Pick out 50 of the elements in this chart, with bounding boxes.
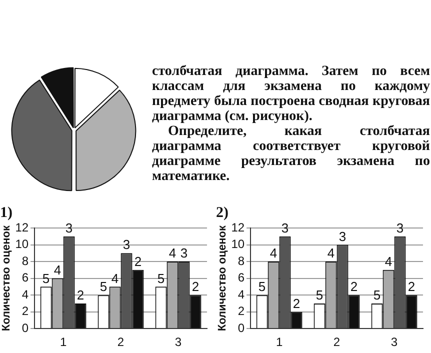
y-tick-label: 2 xyxy=(238,304,245,318)
category-label: 2 xyxy=(408,279,416,294)
y-tick-label: 10 xyxy=(15,237,29,252)
text: 4 xyxy=(111,270,119,286)
text: 4 xyxy=(327,246,335,261)
text: 5 xyxy=(316,288,324,303)
series-label: 5 xyxy=(100,279,108,294)
text: 4 xyxy=(168,246,176,261)
text: столбчатая диаграмма. Затем по всем классам для экзамена по каждому предмету была построена сводная круговая диаграмма (см. рисунок). xyxy=(152,64,430,124)
y-tick-label: 6 xyxy=(22,270,29,285)
category-label: 2 xyxy=(292,296,300,311)
series-label: 3 xyxy=(338,228,346,244)
chart-title: 2) xyxy=(216,204,228,221)
x-tick-label: 1 xyxy=(60,335,67,350)
text: 5 xyxy=(157,270,165,286)
category-label: 2 xyxy=(192,279,200,294)
y-tick-label: 12 xyxy=(231,220,245,234)
y-tick-label: 8 xyxy=(238,254,245,268)
y-tick-label: 12 xyxy=(15,220,29,234)
series-label: 4 xyxy=(54,262,62,278)
series-label: 2 xyxy=(350,279,358,294)
category-label: 3 xyxy=(281,220,289,236)
chart-title: 1) xyxy=(0,204,12,221)
text: 3 xyxy=(65,220,73,236)
text: 4 xyxy=(270,246,278,261)
y-axis-title: Количество оценок xyxy=(216,224,229,332)
text: 3 xyxy=(180,246,188,261)
x-tick-label: 1 xyxy=(276,335,283,350)
text: 5 xyxy=(373,288,381,303)
y-tick-label: 10 xyxy=(231,237,245,252)
y-axis-title: Количество оценок xyxy=(0,224,13,332)
x-tick-label: 2 xyxy=(117,335,124,350)
y-tick-label: 0 xyxy=(238,320,245,335)
series-label: 3 xyxy=(122,237,130,252)
category-label: 3 xyxy=(396,220,404,236)
x-tick-label: 3 xyxy=(174,335,182,350)
y-tick-label: 0 xyxy=(22,320,29,335)
series-label: 5 xyxy=(258,279,266,294)
y-tick-label: 2 xyxy=(22,304,29,318)
series-label: 2 xyxy=(76,288,84,303)
text: 5 xyxy=(42,270,50,286)
y-tick-label: 8 xyxy=(22,254,29,268)
text: Определите, какая столбчатая диаграмма соответствует круговой диаграмме результатов экзамена по математике. xyxy=(152,124,430,184)
y-tick-label: 4 xyxy=(238,287,245,302)
text: 2 xyxy=(134,254,142,269)
series-label: 4 xyxy=(384,254,392,269)
y-tick-label: 4 xyxy=(22,287,29,302)
y-tick-label: 6 xyxy=(238,270,245,285)
x-tick-label: 2 xyxy=(333,335,340,350)
x-tick-label: 3 xyxy=(390,335,398,350)
